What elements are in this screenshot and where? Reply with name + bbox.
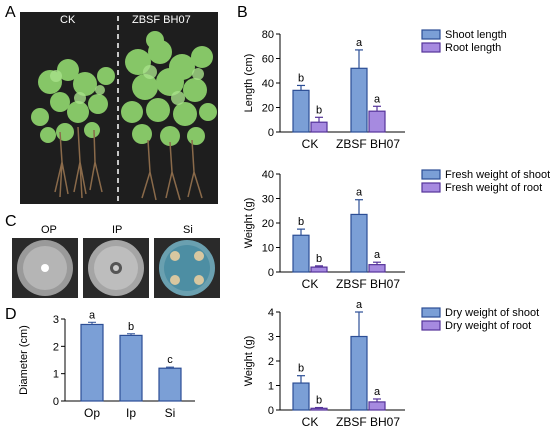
panel-letter-b: B [237,4,248,21]
chart-dry-weight: 0 1 2 3 4 Weight (g) CK b b ZBSF BH07 a a Dry weight… [243,300,539,429]
x-category-label: Si [165,406,176,420]
y-tick-label: 2 [268,356,274,368]
bar [310,121,328,133]
legend-label: Root length [445,42,501,54]
bar [350,213,368,273]
significance-letter: b [316,253,322,265]
bar [368,401,386,411]
legend-swatch [421,320,441,331]
legend-swatch [421,169,441,180]
plant-illustration [31,16,217,202]
y-tick-label: 0 [53,396,59,408]
legend-label: Dry weight of shoot [445,307,539,319]
significance-letter: b [298,216,304,228]
chart-fresh-weight: 0 10 20 30 40 Weight (g) CK b b ZBSF BH07 a a Fresh … [243,169,550,291]
y-tick-label: 40 [262,169,274,181]
y-axis-label: Weight (g) [243,336,255,387]
y-tick-label: 20 [262,218,274,230]
significance-letter: a [356,187,363,199]
legend-swatch [421,29,441,40]
y-tick-label: 4 [268,307,274,319]
dish-label-ip: IP [112,224,123,236]
legend-label: Fresh weight of shoot [445,169,550,181]
bar [119,334,143,402]
legend-label: Shoot length [445,29,507,41]
dish-si-colonies [170,251,204,285]
bar [350,67,368,133]
significance-letter: b [298,363,304,375]
y-tick-label: 30 [262,194,274,206]
photo-label-zbsf: ZBSF BH07 [132,14,191,26]
x-category-label: ZBSF BH07 [336,415,400,429]
y-axis-label: Length (cm) [243,54,255,113]
legend-label: Dry weight of root [445,320,531,332]
y-axis-label: Diameter (cm) [18,325,30,395]
zbsf-roots [141,139,203,201]
y-tick-label: 0 [268,127,274,139]
x-category-label: ZBSF BH07 [336,277,400,291]
bar [310,266,328,273]
significance-letter: c [167,354,173,366]
y-tick-label: 3 [268,332,274,344]
ck-roots [54,126,103,199]
y-tick-label: 80 [262,29,274,41]
dish-op-colony [41,264,49,272]
y-tick-label: 60 [262,54,274,66]
x-category-label: CK [302,415,319,429]
significance-letter: b [316,395,322,407]
significance-letter: a [374,93,381,105]
bar [158,367,182,402]
plant-photo: CK ZBSF BH07 [20,12,218,204]
y-tick-label: 40 [262,78,274,90]
significance-letter: b [128,321,134,333]
significance-letter: a [89,309,96,321]
bar [80,323,104,402]
ck-foliage [31,59,115,143]
x-category-label: Ip [126,406,136,420]
x-category-label: CK [302,277,319,291]
y-tick-label: 1 [53,369,59,381]
chart-length: 0 20 40 60 80 Length (cm) CK b b ZBSF BH07 a a Shoot… [243,29,507,151]
zbsf-foliage [121,31,217,146]
significance-letter: a [374,249,381,261]
significance-letter: b [298,72,304,84]
y-tick-label: 20 [262,103,274,115]
bar [368,264,386,273]
y-tick-label: 1 [268,381,274,393]
dish-photos [12,238,220,298]
bar [292,89,310,133]
significance-letter: a [356,37,363,49]
dish-label-op: OP [41,224,57,236]
x-category-label: Op [84,406,100,420]
y-tick-label: 0 [268,405,274,417]
legend-swatch [421,42,441,53]
bar [350,335,368,411]
bar [368,110,386,133]
panel-letter-d: D [5,306,17,323]
y-tick-label: 2 [53,341,59,353]
bar [310,407,328,411]
photo-label-ck: CK [60,14,76,26]
y-tick-label: 3 [53,314,59,326]
x-category-label: CK [302,137,319,151]
legend-swatch [421,182,441,193]
chart-diameter: 0 1 2 3 Diameter (cm) a Op b Ip c Si [18,309,195,420]
y-tick-label: 0 [268,267,274,279]
panel-letter-a: A [5,4,16,21]
dish-label-si: Si [183,224,193,236]
legend-label: Fresh weight of root [445,182,542,194]
bar [292,382,310,411]
y-tick-label: 10 [262,243,274,255]
bar [292,234,310,273]
significance-letter: a [374,386,381,398]
legend-swatch [421,307,441,318]
significance-letter: b [316,104,322,116]
panel-letter-c: C [5,213,17,230]
y-axis-label: Weight (g) [243,198,255,249]
significance-letter: a [356,300,363,311]
x-category-label: ZBSF BH07 [336,137,400,151]
